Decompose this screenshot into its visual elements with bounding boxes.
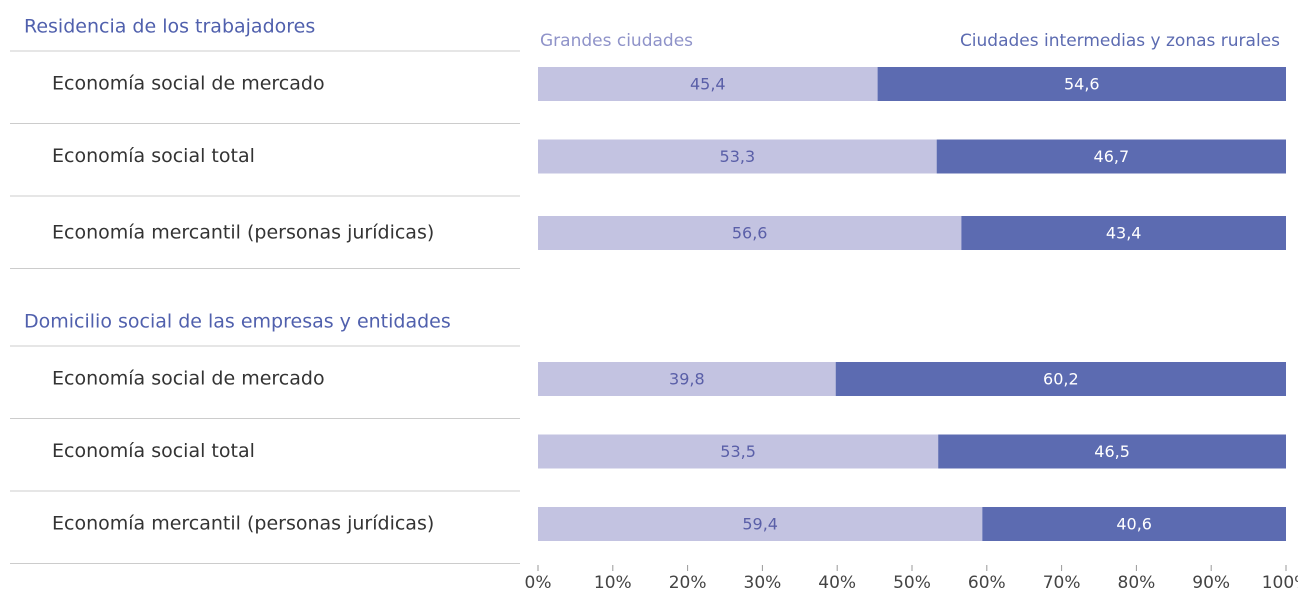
bar-segment xyxy=(835,362,1286,396)
value-label: 53,3 xyxy=(720,147,756,166)
bar-segment xyxy=(982,507,1286,541)
value-label: 46,5 xyxy=(1094,442,1130,461)
x-tick-label: 90% xyxy=(1192,573,1230,593)
value-label: 39,8 xyxy=(669,370,705,389)
x-tick-label: 30% xyxy=(744,573,782,593)
bar-segment xyxy=(938,434,1286,469)
row-label: Economía social de mercado xyxy=(52,368,325,390)
row-label: Economía mercantil (personas jurídicas) xyxy=(52,222,434,244)
value-label: 59,4 xyxy=(742,515,778,534)
legend-label: Grandes ciudades xyxy=(540,31,693,51)
legend-label: Ciudades intermedias y zonas rurales xyxy=(960,31,1280,51)
value-label: 43,4 xyxy=(1106,224,1142,243)
x-tick-label: 60% xyxy=(968,573,1006,593)
row-label: Economía social total xyxy=(52,440,255,462)
group-title: Residencia de los trabajadores xyxy=(24,16,315,38)
value-label: 54,6 xyxy=(1064,75,1100,94)
value-label: 60,2 xyxy=(1043,370,1079,389)
x-tick-label: 80% xyxy=(1118,573,1156,593)
bar-segment xyxy=(538,507,983,541)
bar-segment xyxy=(538,434,939,469)
bar-segment xyxy=(538,216,962,250)
value-label: 56,6 xyxy=(732,224,768,243)
x-tick-label: 70% xyxy=(1043,573,1081,593)
value-label: 53,5 xyxy=(720,442,756,461)
bar-segment xyxy=(538,67,878,101)
bar-segment xyxy=(538,362,836,396)
bar-segment xyxy=(936,139,1286,174)
x-tick-label: 40% xyxy=(818,573,856,593)
bar-segment xyxy=(538,139,937,174)
x-tick-label: 50% xyxy=(893,573,931,593)
value-label: 45,4 xyxy=(690,75,726,94)
bar-segment xyxy=(961,216,1286,250)
value-label: 46,7 xyxy=(1094,147,1130,166)
x-tick-label: 0% xyxy=(525,573,552,593)
value-label: 40,6 xyxy=(1116,515,1152,534)
x-tick-label: 20% xyxy=(669,573,707,593)
bar-segment xyxy=(877,67,1286,101)
row-label: Economía mercantil (personas jurídicas) xyxy=(52,513,434,535)
row-label: Economía social de mercado xyxy=(52,73,325,95)
row-label: Economía social total xyxy=(52,145,255,167)
x-tick-label: 100% xyxy=(1262,573,1298,593)
group-title: Domicilio social de las empresas y entid… xyxy=(24,311,451,333)
x-tick-label: 10% xyxy=(594,573,632,593)
